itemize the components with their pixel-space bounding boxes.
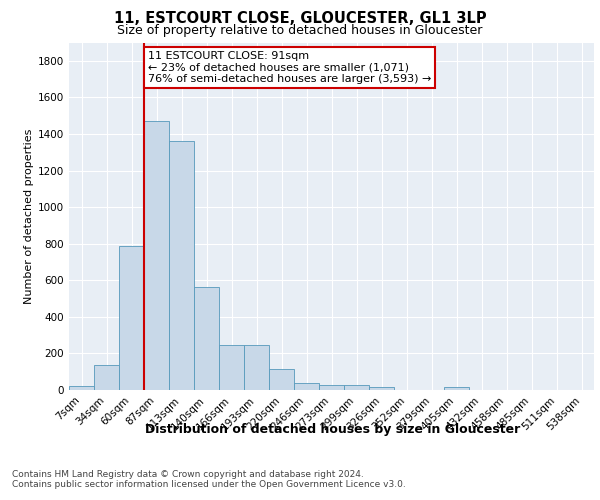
Text: Size of property relative to detached houses in Gloucester: Size of property relative to detached ho…	[118, 24, 482, 37]
Bar	[344, 384, 369, 390]
Bar	[294, 382, 319, 390]
Text: Contains HM Land Registry data © Crown copyright and database right 2024.
Contai: Contains HM Land Registry data © Crown c…	[12, 470, 406, 490]
Bar	[119, 246, 144, 390]
Text: Distribution of detached houses by size in Gloucester: Distribution of detached houses by size …	[145, 422, 521, 436]
Bar	[144, 121, 169, 390]
Bar	[369, 386, 394, 390]
Bar	[444, 386, 469, 390]
Bar	[219, 344, 244, 390]
Y-axis label: Number of detached properties: Number of detached properties	[24, 128, 34, 304]
Bar	[194, 286, 219, 390]
Bar	[169, 142, 194, 390]
Bar	[69, 386, 94, 390]
Bar	[94, 366, 119, 390]
Text: 11, ESTCOURT CLOSE, GLOUCESTER, GL1 3LP: 11, ESTCOURT CLOSE, GLOUCESTER, GL1 3LP	[113, 11, 487, 26]
Bar	[244, 344, 269, 390]
Bar	[319, 384, 344, 390]
Text: 11 ESTCOURT CLOSE: 91sqm
← 23% of detached houses are smaller (1,071)
76% of sem: 11 ESTCOURT CLOSE: 91sqm ← 23% of detach…	[148, 50, 431, 84]
Bar	[269, 369, 294, 390]
